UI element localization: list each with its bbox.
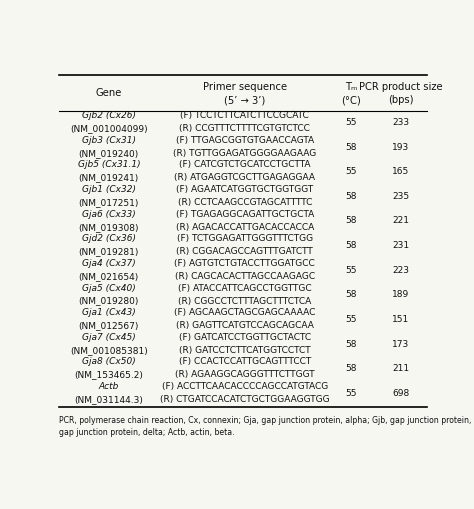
Text: (F) AGAATCATGGTGCTGGTGGT: (F) AGAATCATGGTGCTGGTGGT [176, 185, 313, 194]
Text: (R) TGTTGGAGATGGGGAAGAAG: (R) TGTTGGAGATGGGGAAGAAG [173, 149, 316, 158]
Text: (NM_019280): (NM_019280) [79, 297, 139, 305]
Text: (R) AGACACCATTGACACCACCA: (R) AGACACCATTGACACCACCA [176, 222, 314, 232]
Text: (R) CCTCAAGCCGTAGCATTTTC: (R) CCTCAAGCCGTAGCATTTTC [178, 198, 312, 207]
Text: (R) CAGCACACTTAGCCAAGAGC: (R) CAGCACACTTAGCCAAGAGC [175, 272, 315, 281]
Text: Gene: Gene [96, 88, 122, 98]
Text: 235: 235 [392, 192, 410, 201]
Text: (F) AGCAAGCTAGCGAGCAAAAC: (F) AGCAAGCTAGCGAGCAAAAC [174, 308, 316, 317]
Text: (F) TTGAGCGGTGTGAACCAGTA: (F) TTGAGCGGTGTGAACCAGTA [176, 136, 314, 145]
Text: 55: 55 [346, 118, 357, 127]
Text: PCR, polymerase chain reaction, Cx, connexin; Gja, gap junction protein, alpha; : PCR, polymerase chain reaction, Cx, conn… [59, 416, 474, 425]
Text: (R) CCGTTTCTTTTCGTGTCTCC: (R) CCGTTTCTTTTCGTGTCTCC [179, 124, 310, 133]
Text: 55: 55 [346, 315, 357, 324]
Text: 698: 698 [392, 389, 410, 398]
Text: (NM_017251): (NM_017251) [79, 198, 139, 207]
Text: Gja6 (Cx33): Gja6 (Cx33) [82, 210, 136, 219]
Text: Gjb2 (Cx26): Gjb2 (Cx26) [82, 111, 136, 120]
Text: Primer sequence: Primer sequence [203, 82, 287, 92]
Text: 58: 58 [346, 143, 357, 152]
Text: (R) GATCCTCTTCATGGTCCTCT: (R) GATCCTCTTCATGGTCCTCT [179, 346, 310, 355]
Text: Gja1 (Cx43): Gja1 (Cx43) [82, 308, 136, 317]
Text: 58: 58 [346, 290, 357, 299]
Text: (F) AGTGTCTGTACCTTGGATGCC: (F) AGTGTCTGTACCTTGGATGCC [174, 259, 315, 268]
Text: (F) TGAGAGGCAGATTGCTGCTA: (F) TGAGAGGCAGATTGCTGCTA [176, 210, 314, 219]
Text: Gja7 (Cx45): Gja7 (Cx45) [82, 333, 136, 342]
Text: 55: 55 [346, 167, 357, 176]
Text: Gjb3 (Cx31): Gjb3 (Cx31) [82, 136, 136, 145]
Text: (R) CGGACAGCCAGTTTGATCTT: (R) CGGACAGCCAGTTTGATCTT [176, 247, 313, 257]
Text: 233: 233 [392, 118, 410, 127]
Text: 193: 193 [392, 143, 410, 152]
Text: Gja5 (Cx40): Gja5 (Cx40) [82, 284, 136, 293]
Text: (NM_019241): (NM_019241) [79, 174, 139, 182]
Text: Gja4 (Cx37): Gja4 (Cx37) [82, 259, 136, 268]
Text: Gjb1 (Cx32): Gjb1 (Cx32) [82, 185, 136, 194]
Text: (NM_019281): (NM_019281) [79, 247, 139, 257]
Text: 189: 189 [392, 290, 410, 299]
Text: (NM_019308): (NM_019308) [79, 222, 139, 232]
Text: (F) CCACTCCATTGCAGTTTCCT: (F) CCACTCCATTGCAGTTTCCT [179, 357, 311, 366]
Text: Tₘ: Tₘ [345, 82, 357, 92]
Text: (F) ATACCATTCAGCCTGGTTGC: (F) ATACCATTCAGCCTGGTTGC [178, 284, 311, 293]
Text: 231: 231 [392, 241, 410, 250]
Text: (F) TCTGGAGATTGGGTTTCTGG: (F) TCTGGAGATTGGGTTTCTGG [177, 234, 313, 243]
Text: (NM_019240): (NM_019240) [79, 149, 139, 158]
Text: (NM_021654): (NM_021654) [79, 272, 139, 281]
Text: 55: 55 [346, 266, 357, 275]
Text: 151: 151 [392, 315, 410, 324]
Text: 58: 58 [346, 364, 357, 373]
Text: 58: 58 [346, 216, 357, 225]
Text: (F) CATCGTCTGCATCCTGCTTA: (F) CATCGTCTGCATCCTGCTTA [179, 160, 310, 169]
Text: (R) AGAAGGCAGGGTTTCTTGGT: (R) AGAAGGCAGGGTTTCTTGGT [175, 371, 315, 379]
Text: (NM_153465.2): (NM_153465.2) [74, 371, 143, 379]
Text: 55: 55 [346, 389, 357, 398]
Text: 58: 58 [346, 241, 357, 250]
Text: (F) ACCTTCAACACCCCAGCCATGTACG: (F) ACCTTCAACACCCCAGCCATGTACG [162, 382, 328, 391]
Text: PCR product size: PCR product size [359, 82, 443, 92]
Text: Gjb5 (Cx31.1): Gjb5 (Cx31.1) [78, 160, 140, 169]
Text: Gjd2 (Cx36): Gjd2 (Cx36) [82, 234, 136, 243]
Text: Gja8 (Cx50): Gja8 (Cx50) [82, 357, 136, 366]
Text: (NM_001085381): (NM_001085381) [70, 346, 148, 355]
Text: (R) CTGATCCACATCTGCTGGAAGGTGG: (R) CTGATCCACATCTGCTGGAAGGTGG [160, 395, 329, 404]
Text: (R) CGGCCTCTTTAGCTTTCTCA: (R) CGGCCTCTTTAGCTTTCTCA [178, 297, 311, 305]
Text: 165: 165 [392, 167, 410, 176]
Text: (F) GATCATCCTGGTTGCTACTC: (F) GATCATCCTGGTTGCTACTC [179, 333, 311, 342]
Text: 223: 223 [392, 266, 410, 275]
Text: (F) TCCTCTTCATCTTCCGCATC: (F) TCCTCTTCATCTTCCGCATC [181, 111, 309, 120]
Text: (NM_012567): (NM_012567) [79, 321, 139, 330]
Text: (5’ → 3’): (5’ → 3’) [224, 95, 265, 105]
Text: 173: 173 [392, 340, 410, 349]
Text: (NM_031144.3): (NM_031144.3) [74, 395, 143, 404]
Text: 221: 221 [392, 216, 410, 225]
Text: 211: 211 [392, 364, 410, 373]
Text: (°C): (°C) [341, 95, 361, 105]
Text: (bps): (bps) [388, 95, 414, 105]
Text: 58: 58 [346, 192, 357, 201]
Text: (NM_001004099): (NM_001004099) [70, 124, 148, 133]
Text: Actb: Actb [99, 382, 119, 391]
Text: (R) GAGTTCATGTCCAGCAGCAA: (R) GAGTTCATGTCCAGCAGCAA [176, 321, 314, 330]
Text: gap junction protein, delta; Actb, actin, beta.: gap junction protein, delta; Actb, actin… [59, 428, 235, 437]
Text: (R) ATGAGGTCGCTTGAGAGGAA: (R) ATGAGGTCGCTTGAGAGGAA [174, 174, 315, 182]
Text: 58: 58 [346, 340, 357, 349]
